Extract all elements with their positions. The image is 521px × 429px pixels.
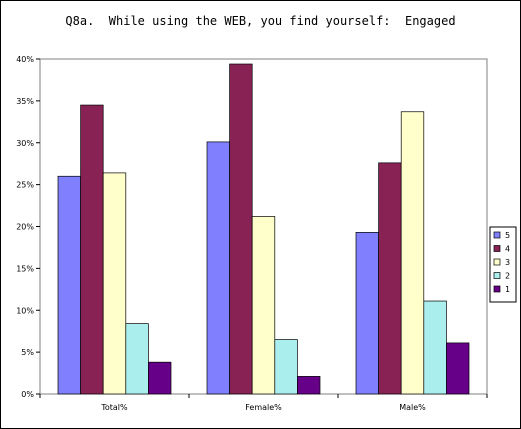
legend-swatch-3 bbox=[493, 258, 501, 266]
y-tick-label: 35% bbox=[16, 97, 34, 106]
chart-title: Q8a. While using the WEB, you find yours… bbox=[65, 14, 456, 28]
y-tick-label: 10% bbox=[16, 306, 34, 315]
y-tick-label: 30% bbox=[16, 139, 34, 148]
y-tick-label: 20% bbox=[16, 223, 34, 232]
bar-5-Total bbox=[57, 175, 81, 395]
legend-label-3: 3 bbox=[505, 258, 510, 267]
bar-4-Male bbox=[378, 162, 402, 395]
bar-4-Female bbox=[229, 63, 253, 395]
y-tick-label: 0% bbox=[21, 390, 34, 399]
bar-5-Male bbox=[355, 232, 379, 395]
y-tick-label: 15% bbox=[16, 264, 34, 273]
bar-4-Total bbox=[80, 104, 104, 395]
bar-1-Total bbox=[148, 361, 172, 395]
x-tick-label: Total% bbox=[100, 403, 128, 412]
legend-swatch-5 bbox=[493, 231, 501, 239]
y-tick-label: 40% bbox=[16, 55, 34, 64]
x-tick-label: Female% bbox=[245, 403, 282, 412]
legend-swatch-4 bbox=[493, 245, 501, 252]
y-tick-label: 5% bbox=[21, 348, 34, 357]
bar-3-Total bbox=[102, 172, 127, 395]
bar-3-Male bbox=[400, 111, 425, 395]
legend-label-5: 5 bbox=[505, 231, 510, 240]
bar-1-Female bbox=[297, 376, 321, 395]
legend-label-4: 4 bbox=[505, 245, 510, 254]
bar-2-Male bbox=[423, 300, 447, 395]
legend-swatch-2 bbox=[493, 272, 501, 279]
bar-3-Female bbox=[251, 216, 276, 395]
bar-5-Female bbox=[206, 141, 230, 395]
y-axis: 0% 5% 10% 15% 20% 25% 30% 35% 40% bbox=[16, 55, 40, 399]
x-tick-label: Male% bbox=[399, 403, 426, 412]
x-axis: Total% Female% Male% bbox=[39, 394, 488, 412]
legend: 5 4 3 2 1 bbox=[489, 226, 517, 303]
bar-2-Total bbox=[125, 323, 149, 395]
bar-1-Male bbox=[446, 342, 470, 395]
y-tick-label: 25% bbox=[16, 181, 34, 190]
bar-2-Female bbox=[274, 339, 298, 395]
bars bbox=[57, 63, 470, 395]
legend-label-2: 2 bbox=[505, 272, 510, 281]
legend-label-1: 1 bbox=[505, 285, 510, 294]
legend-swatch-1 bbox=[493, 285, 501, 293]
